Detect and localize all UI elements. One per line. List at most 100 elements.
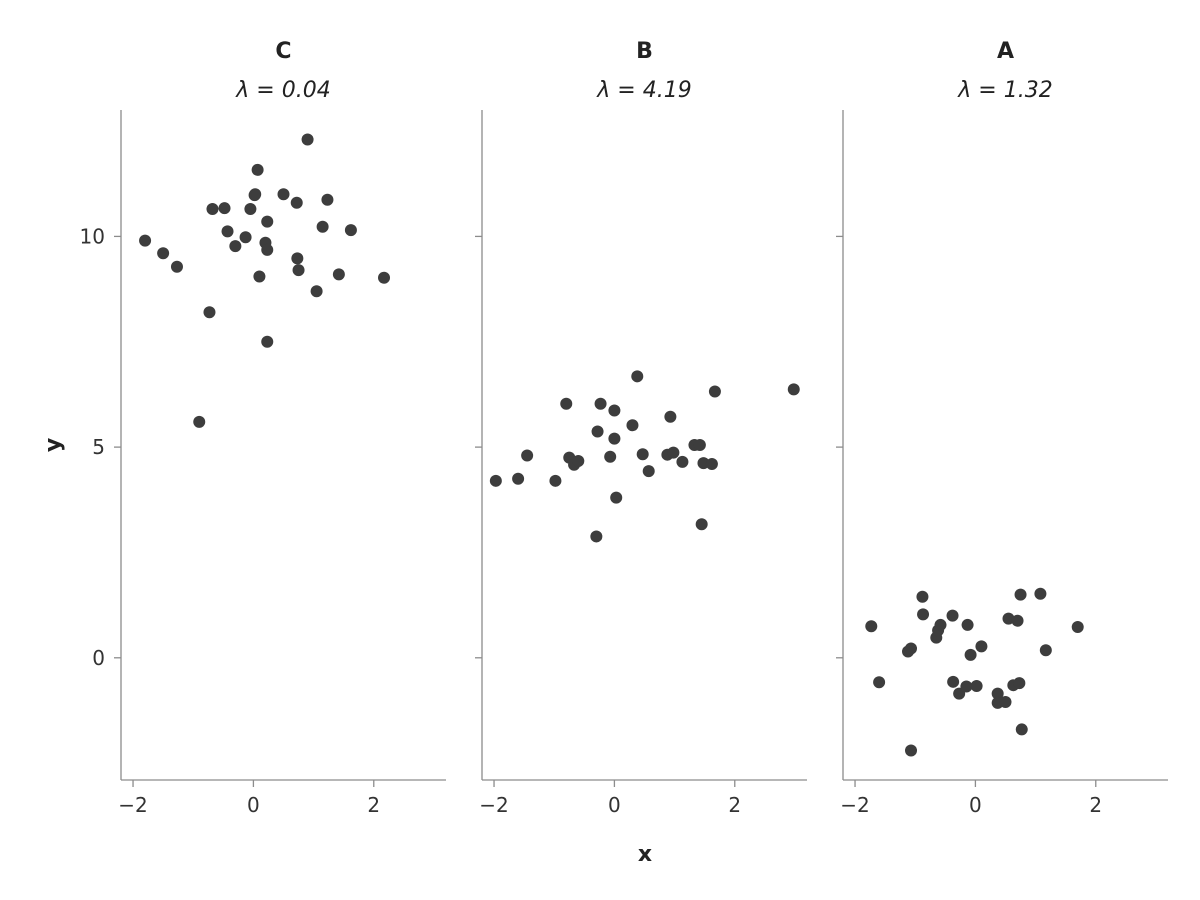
x-tick-label: 2: [1089, 793, 1102, 817]
data-point: [261, 215, 274, 228]
data-point: [332, 268, 345, 281]
data-point: [292, 264, 305, 277]
data-point: [975, 640, 988, 653]
data-point: [1039, 644, 1052, 657]
data-point: [310, 285, 323, 298]
data-point: [947, 675, 960, 688]
data-point: [991, 687, 1004, 700]
data-point: [708, 385, 721, 398]
data-point: [1015, 723, 1028, 736]
x-tick-label: 0: [247, 793, 260, 817]
panel-b: Bλ = 4.19 −2 0 2: [475, 39, 807, 817]
x-tick-label: 0: [969, 793, 982, 817]
data-point: [917, 608, 930, 621]
data-point: [251, 163, 264, 176]
panel-subtitle: λ = 0.04: [235, 78, 330, 103]
data-point: [667, 446, 680, 459]
data-point: [608, 432, 621, 445]
data-point: [253, 270, 266, 283]
data-point: [221, 225, 234, 238]
x-tick-label: −2: [840, 793, 869, 817]
panel-subtitle: λ = 1.32: [957, 78, 1052, 103]
data-point: [676, 455, 689, 468]
data-point: [946, 609, 959, 622]
data-point: [905, 642, 918, 655]
data-point: [999, 696, 1012, 709]
data-point: [378, 271, 391, 284]
data-point: [290, 196, 303, 209]
x-tick-label: −2: [118, 793, 147, 817]
data-point: [1002, 612, 1015, 625]
y-tick-label: 0: [92, 646, 105, 670]
data-point: [229, 240, 242, 253]
data-point: [239, 231, 252, 244]
data-point: [572, 455, 585, 468]
data-point: [206, 203, 219, 216]
data-point: [626, 419, 639, 432]
data-point: [594, 397, 607, 410]
panel-title: C: [275, 39, 291, 64]
data-point: [316, 220, 329, 233]
data-point: [631, 370, 644, 383]
data-point: [961, 618, 974, 631]
data-point: [591, 425, 604, 438]
x-tick-label: 2: [367, 793, 380, 817]
data-point: [277, 188, 290, 201]
data-point: [549, 474, 562, 487]
data-point: [1014, 588, 1027, 601]
x-tick-label: −2: [479, 793, 508, 817]
data-point: [608, 404, 621, 417]
data-point: [610, 491, 623, 504]
data-point: [512, 472, 525, 485]
data-point: [960, 680, 973, 693]
data-point: [139, 234, 152, 247]
data-point: [1034, 587, 1047, 600]
data-point: [642, 465, 655, 478]
data-point: [873, 676, 886, 689]
data-point: [787, 383, 800, 396]
data-point: [218, 202, 231, 215]
data-point: [489, 474, 502, 487]
data-point: [865, 620, 878, 633]
data-point: [916, 590, 929, 603]
y-tick-label: 10: [80, 224, 105, 248]
x-tick-label: 0: [608, 793, 621, 817]
panels-group: Cλ = 0.04 −2 0 2 0 5 10 Bλ = 4.19 −2 0 2 Aλ = 1.32 −…: [80, 39, 1168, 817]
data-point: [693, 439, 706, 451]
data-point: [590, 530, 603, 543]
data-point: [1011, 614, 1024, 627]
panel-a: Aλ = 1.32 −2 0 2: [836, 39, 1168, 817]
y-tick-label: 5: [92, 435, 105, 459]
data-point: [664, 410, 677, 423]
data-point: [970, 680, 983, 693]
data-point: [1071, 621, 1084, 634]
panel-title: A: [997, 39, 1014, 64]
data-point: [157, 247, 170, 260]
panel-title: B: [636, 39, 653, 64]
y-axis-title: y: [41, 438, 66, 452]
data-point: [964, 648, 977, 661]
panel-subtitle: λ = 4.19: [596, 78, 691, 103]
data-point: [170, 260, 183, 273]
data-point: [1013, 677, 1026, 690]
data-point: [193, 415, 206, 428]
data-point: [521, 449, 534, 462]
data-point: [249, 188, 262, 201]
x-tick-label: 2: [728, 793, 741, 817]
data-point: [344, 224, 357, 237]
x-axis-title: x: [638, 842, 652, 867]
data-point: [261, 335, 274, 348]
data-point: [291, 252, 304, 265]
data-point: [636, 448, 649, 461]
data-point: [560, 397, 573, 410]
data-point: [934, 618, 947, 631]
data-point: [604, 450, 617, 463]
data-point: [203, 306, 216, 319]
data-point: [321, 193, 334, 206]
data-point: [905, 744, 918, 757]
data-point: [244, 203, 257, 216]
panel-c: Cλ = 0.04 −2 0 2 0 5 10: [80, 39, 446, 817]
data-point: [695, 518, 708, 531]
data-point: [261, 243, 274, 256]
